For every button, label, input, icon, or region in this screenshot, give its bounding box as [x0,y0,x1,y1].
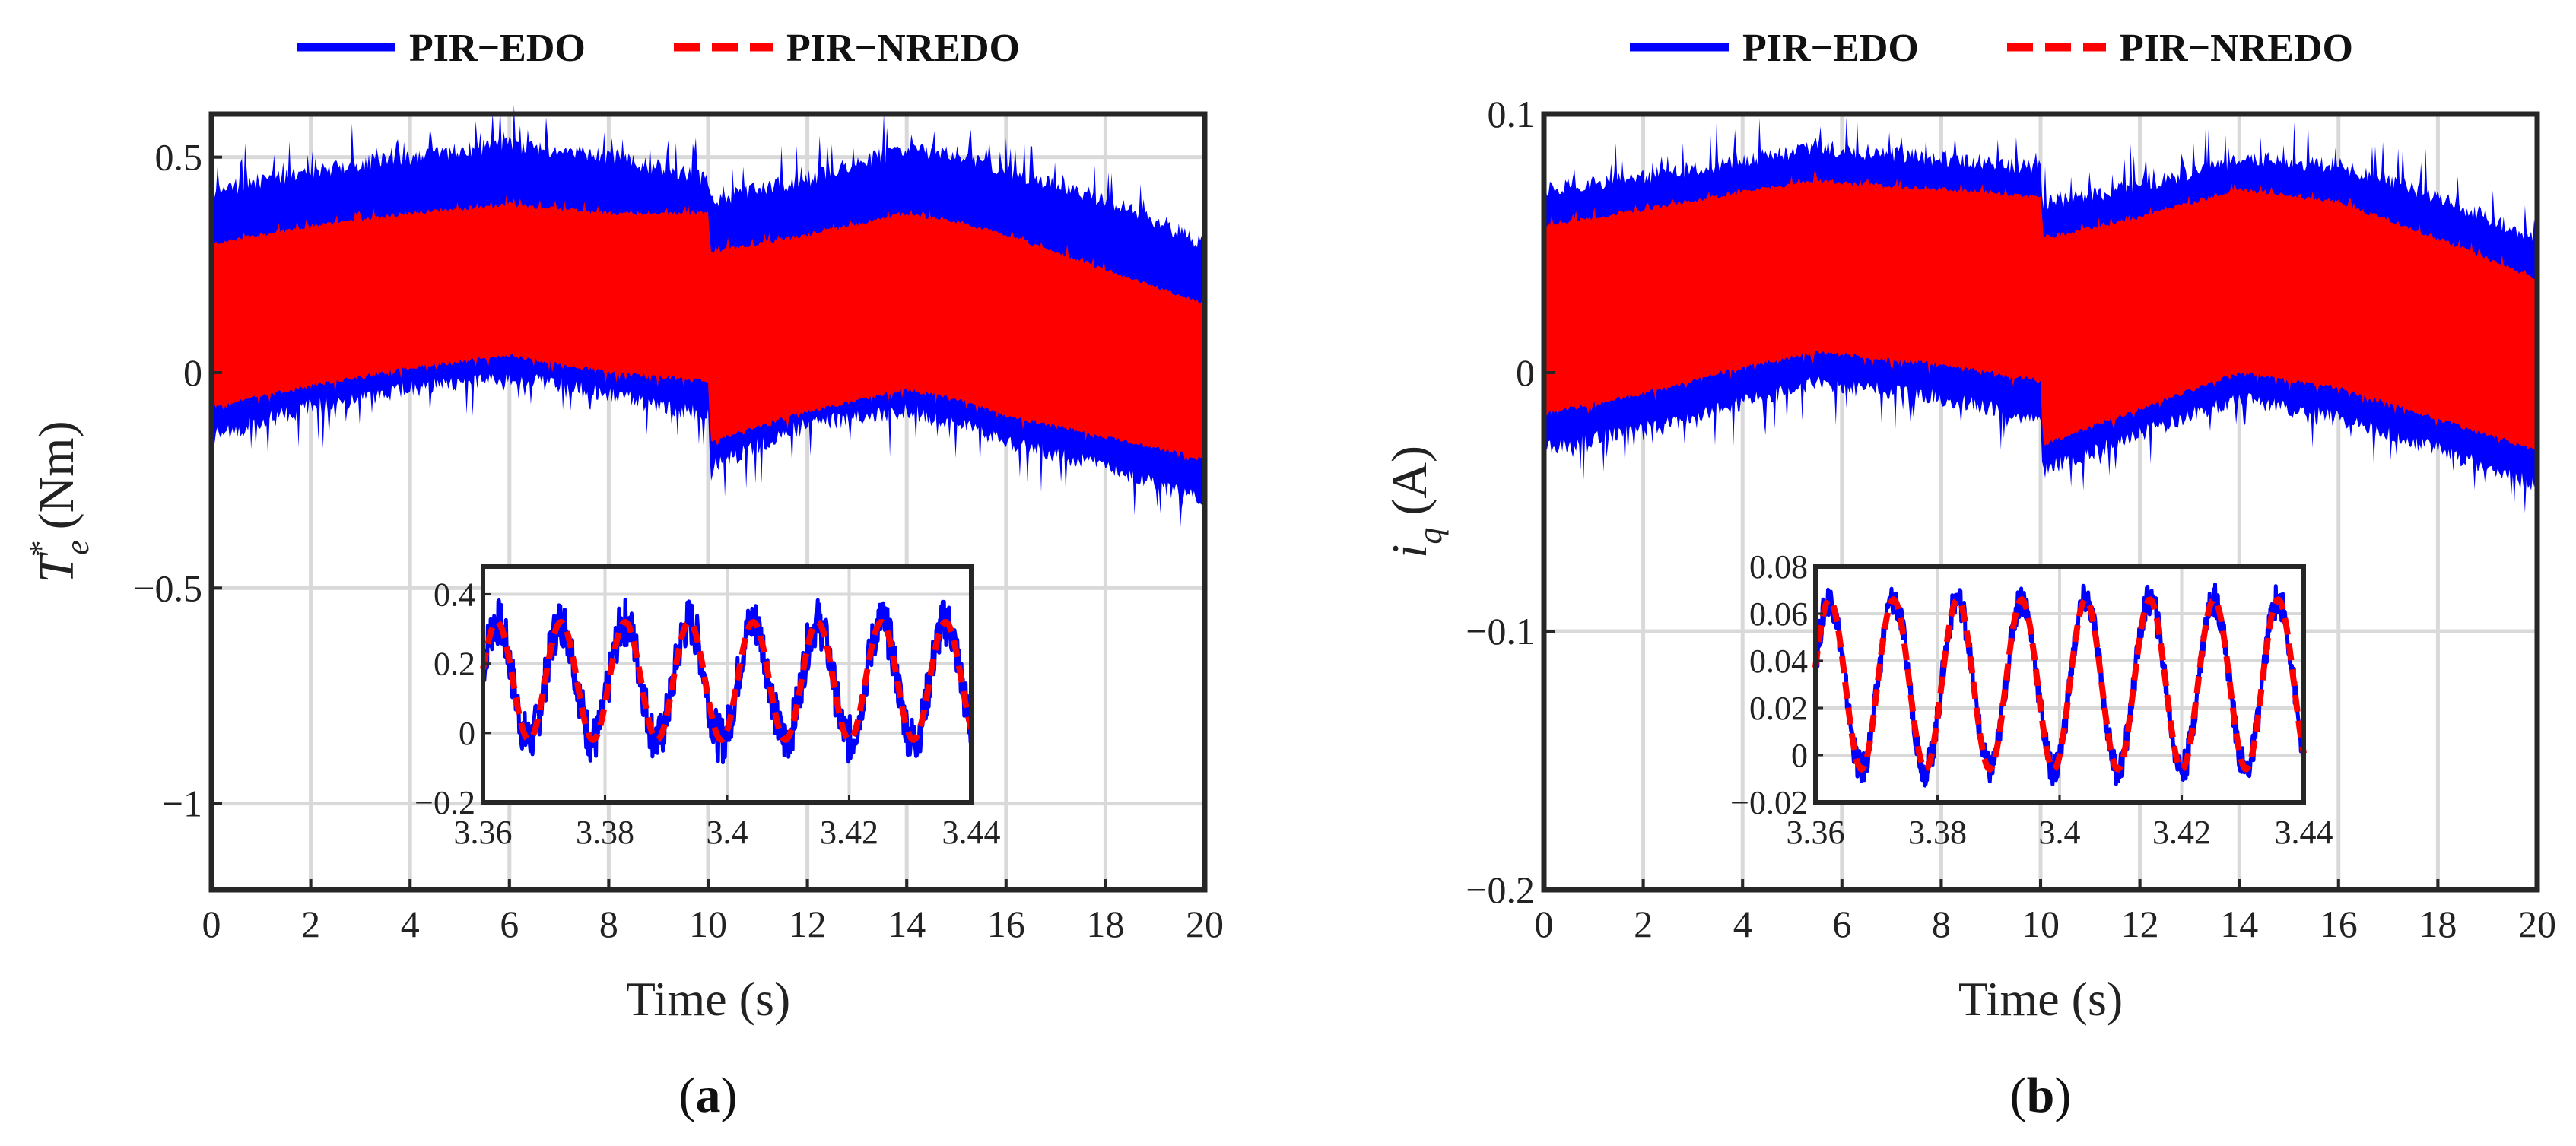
x-tick-label-b-0: 0 [1535,903,1554,945]
series-band-a-nredo [211,195,1205,461]
inset-y-tick-label-b-3: 0.04 [1749,643,1808,680]
inset-signal-a [480,598,974,765]
y-tick-label-b-1: −0.1 [1466,610,1535,652]
legend-b-nredo-label: PIR−NREDO [2120,27,2353,70]
x-tick-label-a-3: 6 [500,903,519,945]
inset-x-tick-label-b-3: 3.42 [2152,814,2211,851]
inset-y-tick-label-a-3: 0.4 [434,576,475,613]
y-tick-label-a-0: −1 [162,783,202,825]
y-tick-label-b-0: −0.2 [1466,868,1535,911]
y-tick-label-b-3: 0.1 [1488,93,1536,135]
inset-y-tick-label-b-5: 0.08 [1749,548,1808,586]
panel-label-b-letter: b [2027,1068,2055,1123]
y-tick-label-a-1: −0.5 [133,567,202,609]
series-band-b-nredo [1544,171,2537,457]
inset-b: 3.36 3.38 3.4 3.42 3.44 −0.02 0 0.02 0.04 0.06 0.… [1730,548,2333,851]
y-tick-label-b-2: 0 [1516,351,1535,394]
x-tick-label-a-7: 14 [888,903,926,945]
panel-label-a-letter: a [696,1068,721,1123]
inset-x-tick-label-a-4: 3.44 [942,814,1001,851]
x-ticks-a: 0 2 4 6 8 10 12 14 16 18 20 [202,879,1224,945]
y-axis-label-a-symbol: T [29,552,84,583]
y-ticks-b: −0.2 −0.1 0 0.1 [1466,93,1555,911]
inset-a-frame [481,564,974,805]
y-axis-label-a-superscript: * [22,540,59,557]
y-axis-label-a-subscript: e [59,540,96,555]
inset-y-ticks-a: −0.2 0 0.2 0.4 [415,576,491,821]
panel-label-a: (a) [679,1068,738,1123]
legend-b-edo-label: PIR−EDO [1742,27,1919,70]
x-tick-label-a-10: 20 [1186,903,1224,945]
legend-a-nredo-label: PIR−NREDO [786,27,1020,70]
x-tick-label-b-10: 20 [2518,903,2556,945]
inset-y-tick-label-b-4: 0.06 [1749,595,1808,633]
y-axis-label-b: iq (A) [1382,446,1449,558]
y-ticks-a: −1 −0.5 0 0.5 [133,136,222,825]
y-tick-label-a-2: 0 [183,351,202,394]
y-axis-label-a-unit: (Nm) [29,421,84,529]
inset-x-ticks-b: 3.36 3.38 3.4 3.42 3.44 [1787,795,2333,851]
x-tick-label-b-8: 16 [2320,903,2358,945]
x-tick-label-b-4: 8 [1932,903,1951,945]
inset-y-tick-label-b-1: 0 [1791,737,1808,774]
inset-x-tick-label-a-0: 3.36 [454,814,513,851]
panel-b: PIR−EDO PIR−NREDO 0 2 4 6 8 10 12 14 16 18 20 −0.2… [1382,27,2556,1123]
y-tick-label-a-3: 0.5 [155,136,203,179]
x-tick-label-a-2: 4 [401,903,420,945]
legend-a: PIR−EDO PIR−NREDO [297,27,1020,70]
y-axis-label-a: Te* (Nm) [22,421,96,583]
inset-x-tick-label-b-2: 3.4 [2039,814,2081,851]
inset-x-tick-label-b-1: 3.38 [1908,814,1967,851]
x-axis-label-b: Time (s) [1958,972,2123,1026]
inset-y-tick-label-a-1: 0 [459,715,475,752]
inset-y-tick-label-a-2: 0.2 [434,646,475,683]
x-tick-label-a-9: 18 [1086,903,1124,945]
signal-bands-b [1544,117,2537,513]
legend-b: PIR−EDO PIR−NREDO [1630,27,2353,70]
signal-bands-a [211,104,1205,529]
x-tick-label-b-7: 14 [2220,903,2258,945]
inset-y-ticks-b: −0.02 0 0.02 0.04 0.06 0.08 [1730,548,1823,821]
inset-y-tick-label-a-0: −0.2 [415,784,475,821]
x-tick-label-b-5: 10 [2022,903,2060,945]
inset-x-tick-label-a-1: 3.38 [576,814,634,851]
inset-b-frame [1813,564,2306,805]
x-tick-label-a-5: 10 [689,903,727,945]
inset-x-tick-label-a-3: 3.42 [820,814,878,851]
panel-label-b: (b) [2010,1068,2072,1123]
x-tick-label-a-4: 8 [599,903,618,945]
x-axis-label-a: Time (s) [626,972,790,1026]
panel-a: PIR−EDO PIR−NREDO 0 2 4 6 8 10 12 14 16 18 20 −1 −0… [22,27,1224,1123]
legend-a-edo-label: PIR−EDO [409,27,586,70]
x-tick-label-b-2: 4 [1733,903,1752,945]
inset-series-b-edo [1813,582,2306,788]
x-tick-label-a-0: 0 [202,903,221,945]
inset-y-tick-label-b-2: 0.02 [1749,690,1808,727]
inset-x-tick-label-b-4: 3.44 [2275,814,2333,851]
inset-series-a-edo [481,598,974,765]
inset-series-b-nredo [1812,595,2307,773]
inset-x-ticks-a: 3.36 3.38 3.4 3.42 3.44 [454,795,1001,851]
x-tick-label-b-1: 2 [1634,903,1653,945]
axes-frame-a [208,111,1208,893]
y-axis-label-b-symbol: i [1382,544,1437,558]
inset-x-tick-label-a-2: 3.4 [707,814,748,851]
axes-frame-b [1541,111,2540,893]
inset-y-tick-label-b-0: −0.02 [1730,784,1808,821]
inset-a: 3.36 3.38 3.4 3.42 3.44 −0.2 0 0.2 0.4 [415,564,1001,851]
y-axis-label-b-unit: (A) [1382,446,1437,516]
inset-x-tick-label-b-0: 3.36 [1787,814,1845,851]
inset-series-a-nredo [480,618,974,744]
x-tick-label-b-9: 18 [2419,903,2457,945]
x-tick-label-a-8: 16 [987,903,1025,945]
x-tick-label-b-6: 12 [2121,903,2159,945]
x-tick-label-a-6: 12 [789,903,827,945]
inset-signal-b [1812,582,2307,788]
x-tick-label-b-3: 6 [1832,903,1851,945]
y-axis-label-b-subscript: q [1412,528,1449,544]
x-tick-label-a-1: 2 [301,903,320,945]
